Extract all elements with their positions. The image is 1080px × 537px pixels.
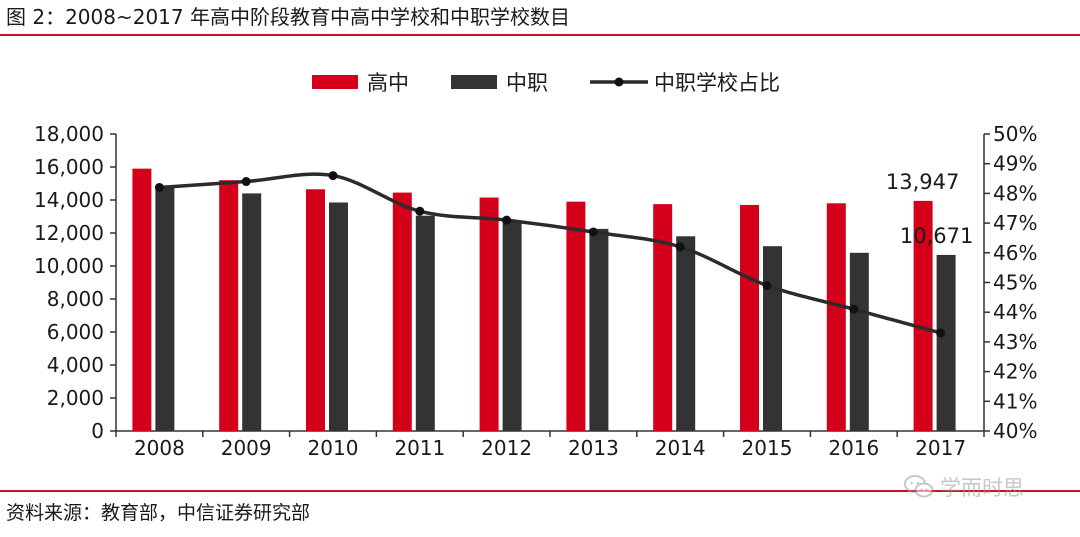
left-tick-label: 16,000 — [34, 155, 104, 179]
bar-high-school — [306, 189, 325, 431]
bar-vocational — [329, 202, 348, 431]
right-tick-label: 49% — [993, 152, 1037, 176]
left-tick-label: 2,000 — [47, 386, 104, 410]
ratio-point — [849, 304, 859, 314]
right-tick-label: 42% — [993, 360, 1037, 384]
bottom-rule — [0, 490, 1080, 492]
bar-high-school — [479, 197, 499, 431]
right-tick-label: 44% — [993, 300, 1037, 324]
bar-high-school — [219, 180, 239, 431]
ratio-point — [415, 206, 425, 216]
x-tick-label: 2013 — [568, 436, 619, 460]
legend-label: 中职 — [506, 71, 548, 95]
ratio-point — [328, 171, 338, 181]
right-tick-label: 43% — [993, 330, 1037, 354]
x-tick-label: 2010 — [308, 436, 359, 460]
wechat-icon — [904, 475, 934, 498]
ratio-point — [502, 215, 512, 225]
left-tick-label: 14,000 — [34, 188, 104, 212]
x-tick-label: 2014 — [655, 436, 706, 460]
bar-vocational — [155, 185, 175, 431]
legend-label: 高中 — [367, 71, 409, 95]
bar-high-school — [566, 201, 586, 431]
x-tick-label: 2017 — [915, 436, 966, 460]
right-tick-label: 48% — [993, 181, 1037, 205]
data-label: 10,671 — [900, 224, 973, 248]
legend-swatch-vocational — [451, 75, 497, 89]
bar-vocational — [415, 215, 435, 431]
bar-high-school — [913, 200, 933, 431]
ratio-point — [936, 328, 946, 338]
bar-high-school — [132, 168, 152, 431]
bar-vocational — [589, 228, 609, 431]
bar-vocational — [502, 222, 522, 431]
x-tick-label: 2015 — [742, 436, 793, 460]
legend-swatch-ratio-point — [614, 77, 624, 87]
bar-vocational — [242, 193, 262, 431]
right-tick-label: 41% — [993, 389, 1037, 413]
watermark-text: 学而时思 — [940, 476, 1024, 500]
top-rule — [0, 34, 1080, 36]
x-tick-label: 2012 — [481, 436, 532, 460]
left-tick-label: 12,000 — [34, 221, 104, 245]
left-tick-label: 4,000 — [47, 353, 104, 377]
bar-vocational — [849, 252, 869, 431]
left-tick-label: 8,000 — [47, 287, 104, 311]
x-tick-label: 2008 — [134, 436, 185, 460]
ratio-point — [675, 242, 685, 252]
source-note: 资料来源：教育部，中信证券研究部 — [6, 502, 311, 524]
bar-vocational — [763, 246, 782, 431]
ratio-point — [241, 177, 251, 187]
x-tick-label: 2011 — [394, 436, 445, 460]
ratio-point — [762, 280, 772, 290]
data-label: 13,947 — [886, 170, 959, 194]
figure-title: 图 2：2008~2017 年高中阶段教育中高中学校和中职学校数目 — [6, 5, 570, 29]
watermark: 学而时思 — [904, 472, 1024, 502]
right-tick-label: 50% — [993, 122, 1037, 146]
bar-high-school — [653, 204, 673, 431]
left-tick-label: 0 — [91, 419, 104, 443]
right-tick-label: 47% — [993, 211, 1037, 235]
legend-label: 中职学校占比 — [654, 71, 780, 95]
right-tick-label: 45% — [993, 271, 1037, 295]
bar-vocational — [676, 236, 696, 431]
bar-vocational — [936, 254, 956, 431]
legend-swatch-high-school — [312, 75, 358, 89]
bar-high-school — [740, 204, 759, 431]
left-tick-label: 18,000 — [34, 122, 104, 146]
left-tick-label: 10,000 — [34, 254, 104, 278]
bar-high-school — [826, 203, 846, 431]
ratio-line — [159, 172, 942, 335]
bar-high-school — [392, 192, 412, 431]
ratio-point — [588, 227, 598, 237]
x-tick-label: 2009 — [221, 436, 272, 460]
left-tick-label: 6,000 — [47, 320, 104, 344]
right-tick-label: 46% — [993, 241, 1037, 265]
chart-area: 0 2,000 4,000 6,000 8,000 10,000 12,000 14,000 1… — [34, 71, 1037, 460]
x-tick-label: 2016 — [828, 436, 879, 460]
ratio-point — [154, 182, 164, 192]
right-tick-label: 40% — [993, 419, 1037, 443]
